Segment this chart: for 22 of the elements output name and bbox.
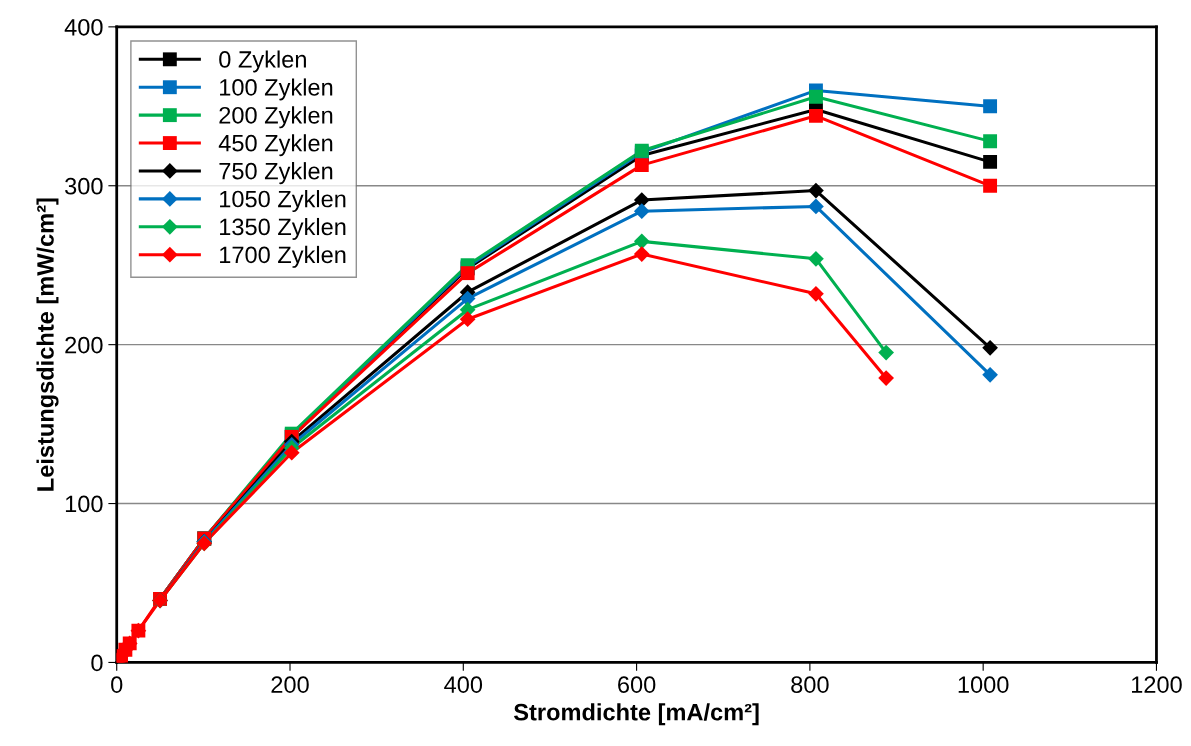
x-tick-label: 800 [791,676,829,693]
legend-label: 200 Zyklen [219,106,333,129]
legend-label: 450 Zyklen [218,134,333,157]
y-axis-title: Leistungsdichte [mW/cm²] [36,198,59,491]
legend-label: 0 Zyklen [219,50,306,73]
x-tick-label: 1000 [958,676,1009,693]
legend-label: 1700 Zyklen [220,245,346,268]
x-tick-label: 1200 [1132,676,1182,693]
y-tick-label: 100 [65,495,103,513]
y-tick-label: 300 [65,177,103,195]
y-tick-label: 400 [64,18,103,36]
y-tick-label: 0 [91,654,103,672]
legend-label: 1350 Zyklen [220,217,346,240]
legend-label: 750 Zyklen [219,162,333,185]
x-tick-label: 0 [111,676,123,693]
x-tick-label: 400 [444,676,483,693]
legend-label: 1050 Zyklen [220,190,346,213]
y-tick-label: 200 [65,336,103,354]
x-axis-title: Stromdichte [mA/cm²] [513,703,759,726]
x-tick-label: 200 [271,676,309,693]
legend-label: 100 Zyklen [220,78,333,101]
x-tick-label: 600 [618,676,656,693]
